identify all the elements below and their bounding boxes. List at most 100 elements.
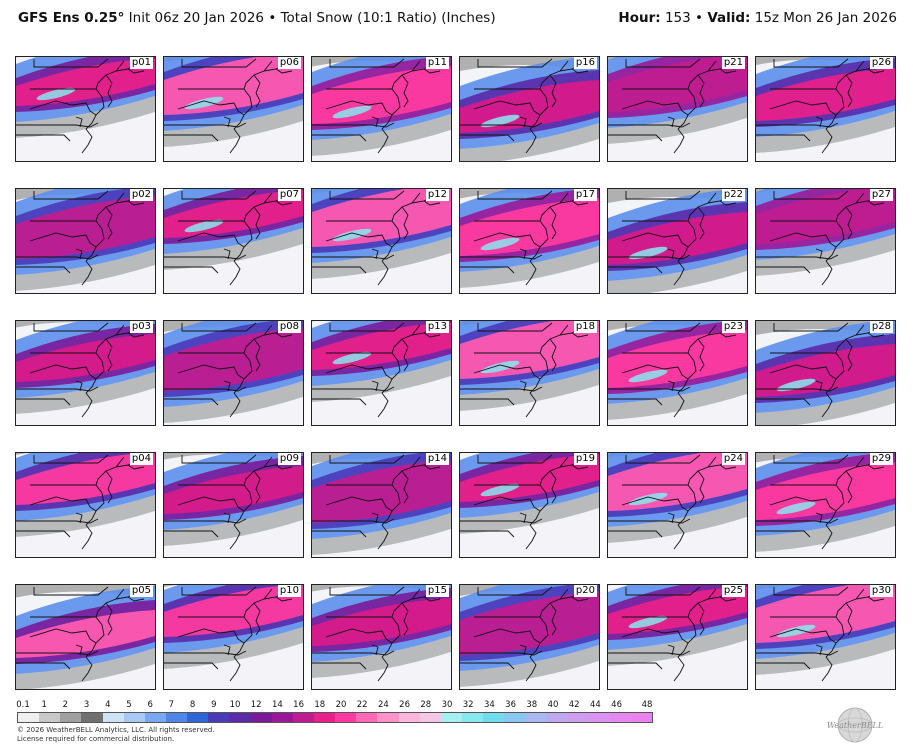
panel-label: p15 — [425, 585, 449, 597]
header: GFS Ens 0.25° Init 06z 20 Jan 2026 • Tot… — [0, 0, 913, 40]
state-boundaries — [460, 322, 595, 418]
hour-label: Hour: — [618, 10, 661, 26]
colorbar-tick-label: 42 — [568, 700, 580, 710]
snowfall-map — [16, 453, 155, 557]
ensemble-panel: p02 — [15, 188, 156, 294]
snowfall-map — [164, 189, 303, 293]
snowfall-map — [16, 57, 155, 161]
colorbar-swatch — [39, 713, 61, 722]
colorbar-swatch — [102, 713, 124, 722]
snowfall-map — [756, 453, 895, 557]
snowfall-map — [608, 57, 747, 161]
colorbar-swatch — [377, 713, 399, 722]
colorbar-tick-label: 12 — [250, 700, 262, 710]
colorbar-swatch — [483, 713, 505, 722]
logo-text: WeatherBELL — [827, 721, 883, 730]
colorbar-swatch — [60, 713, 82, 722]
colorbar-tick-label: 16 — [293, 700, 305, 710]
colorbar-swatch — [609, 713, 632, 722]
colorbar-swatch — [461, 713, 484, 722]
ensemble-panel: p10 — [163, 584, 304, 690]
colorbar-swatch — [208, 713, 230, 722]
ensemble-panel: p29 — [755, 452, 896, 558]
state-boundaries — [608, 454, 743, 550]
ensemble-panel: p22 — [607, 188, 748, 294]
ensemble-panel: p07 — [163, 188, 304, 294]
colorbar-swatch — [18, 713, 40, 722]
colorbar-swatch — [229, 713, 251, 722]
panel-label: p02 — [129, 189, 153, 201]
panel-label: p10 — [277, 585, 301, 597]
colorbar-swatch — [546, 713, 568, 722]
colorbar-tick-label: 32 — [462, 700, 474, 710]
panel-label: p24 — [721, 453, 745, 465]
state-boundaries — [756, 454, 891, 550]
snowfall-map — [312, 585, 451, 689]
snowfall-map — [608, 585, 747, 689]
globe-logo-icon: WeatherBELL — [827, 707, 883, 743]
colorbar-tick-label: 10 — [229, 700, 241, 710]
colorbar-swatch — [292, 713, 314, 722]
ensemble-panel: p13 — [311, 320, 452, 426]
panel-label: p09 — [277, 453, 301, 465]
ensemble-panel: p20 — [459, 584, 600, 690]
ensemble-panel: p30 — [755, 584, 896, 690]
colorbar-tick-label: 22 — [356, 700, 368, 710]
snowfall-map — [16, 585, 155, 689]
panel-label: p16 — [573, 57, 597, 69]
colorbar-tick-label: 26 — [399, 700, 411, 710]
ensemble-panel: p18 — [459, 320, 600, 426]
ensemble-panel: p05 — [15, 584, 156, 690]
panel-label: p03 — [129, 321, 153, 333]
ensemble-panel: p27 — [755, 188, 896, 294]
state-boundaries — [164, 322, 299, 418]
colorbar-tick-label: 38 — [526, 700, 538, 710]
colorbar-swatch — [588, 713, 610, 722]
panel-label: p29 — [869, 453, 893, 465]
colorbar — [17, 712, 653, 723]
panel-label: p18 — [573, 321, 597, 333]
ensemble-panel: p01 — [15, 56, 156, 162]
panel-label: p04 — [129, 453, 153, 465]
ensemble-panel: p11 — [311, 56, 452, 162]
snowfall-map — [164, 57, 303, 161]
state-boundaries — [312, 190, 447, 286]
colorbar-tick-label: 24 — [377, 700, 389, 710]
state-boundaries — [16, 454, 151, 550]
colorbar-swatch — [313, 713, 336, 722]
colorbar-tick-label: 9 — [211, 700, 217, 710]
colorbar-swatch — [419, 713, 441, 722]
colorbar-tick-label: 8 — [189, 700, 196, 710]
panel-label: p12 — [425, 189, 449, 201]
valid-line: Hour: 153 • Valid: 15z Mon 26 Jan 2026 — [618, 10, 897, 26]
panel-label: p19 — [573, 453, 597, 465]
colorbar-tick-label: 2 — [62, 700, 69, 710]
colorbar-tick-label: 44 — [589, 700, 601, 710]
colorbar-swatch — [271, 713, 293, 722]
ensemble-panel: p06 — [163, 56, 304, 162]
colorbar-tick-label: 18 — [314, 700, 326, 710]
state-boundaries — [756, 190, 891, 286]
valid-label: Valid: — [707, 10, 751, 26]
colorbar-swatch — [165, 713, 188, 722]
ensemble-panel: p04 — [15, 452, 156, 558]
panel-label: p25 — [721, 585, 745, 597]
panel-label: p22 — [721, 189, 745, 201]
panel-label: p13 — [425, 321, 449, 333]
snowfall-map — [460, 321, 599, 425]
ensemble-panel: p03 — [15, 320, 156, 426]
state-boundaries — [312, 58, 447, 154]
ensemble-panel: p08 — [163, 320, 304, 426]
panel-label: p01 — [129, 57, 153, 69]
panel-label: p20 — [573, 585, 597, 597]
state-boundaries — [756, 58, 891, 154]
panel-label: p08 — [277, 321, 301, 333]
ensemble-panel: p12 — [311, 188, 452, 294]
ensemble-panel: p24 — [607, 452, 748, 558]
snowfall-map — [16, 189, 155, 293]
ensemble-panel: p23 — [607, 320, 748, 426]
state-boundaries — [460, 454, 595, 550]
ensemble-panel: p09 — [163, 452, 304, 558]
colorbar-tick-label: 36 — [505, 700, 517, 710]
ensemble-panel: p17 — [459, 188, 600, 294]
